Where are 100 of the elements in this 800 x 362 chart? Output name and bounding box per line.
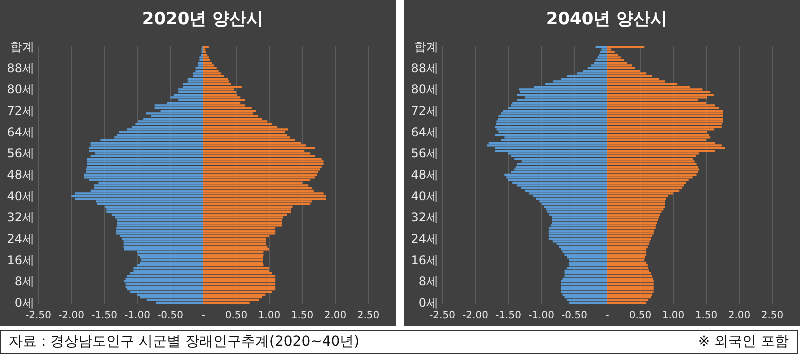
bar [519,88,607,91]
bar [127,275,203,278]
bar [203,278,276,280]
bar [600,51,607,54]
bar [607,155,696,158]
bar [548,232,607,235]
bar [607,219,658,222]
bar [203,240,266,243]
bar [174,94,203,96]
bar [607,198,666,200]
bar [495,134,607,136]
bar [126,283,203,286]
bar [607,163,697,166]
bar [607,270,650,272]
x-tick-label: -0.50 [158,310,184,322]
bar [203,211,292,214]
bar [126,286,203,288]
bar [203,174,318,176]
bar [124,246,203,248]
bar [514,168,607,171]
bar [607,147,726,150]
bar [203,230,276,232]
y-tick-label: 56세 [7,146,34,161]
bar [203,96,241,99]
bar [203,91,236,94]
bar [88,160,203,163]
bar [200,56,203,59]
bar [517,94,607,96]
bar [594,62,607,64]
bar [607,171,698,174]
bar [607,246,648,248]
bar [203,296,262,299]
bar [567,256,607,259]
x-tick-label: 0.50 [629,310,652,322]
bar [134,270,203,272]
bar [84,174,203,176]
bar [561,280,607,283]
bar [203,219,282,222]
bar [86,166,203,168]
bar [607,126,722,128]
bar [203,163,324,166]
bar [503,110,607,112]
bar [203,272,272,275]
bar [203,195,326,198]
y-tick-label: 16세 [7,253,34,268]
bar [561,291,607,294]
bar [137,264,203,267]
bar [607,206,666,208]
x-tick-label: -2.00 [462,310,488,322]
bar [607,280,654,283]
bar [94,184,203,187]
bar [607,174,697,176]
x-tick-label: 2.00 [324,310,347,322]
bar [536,198,607,200]
y-tick-label: 32세 [411,210,438,225]
bar [88,163,203,166]
x-tick-label: - [202,310,206,322]
y-tick-label: 64세 [411,125,438,140]
bar [203,232,276,235]
bar [203,184,309,187]
bar [130,272,203,275]
x-tick-label: 0.50 [225,310,248,322]
bar [203,299,260,302]
bar [607,264,648,267]
bar [564,296,607,299]
bar [203,280,276,283]
bar [569,302,607,304]
bar [170,96,203,99]
bar [203,238,266,240]
bar [607,190,680,192]
x-tick-label: 1.50 [291,310,314,322]
bar [106,211,203,214]
bar [552,216,607,219]
bar [607,275,653,278]
y-tick-label: 합계 [10,40,34,54]
bar [203,59,210,62]
bar [203,99,246,102]
bar [203,246,268,248]
bar [146,112,203,115]
y-tick-label: 56세 [411,146,438,161]
x-tick-label: 2.50 [357,310,380,322]
bar [106,208,203,211]
bar [607,224,656,227]
bar [607,283,654,286]
bar [520,91,607,94]
bar [607,211,662,214]
bar [74,192,203,195]
bar [203,115,258,118]
bar [90,155,203,158]
bar [496,128,607,131]
bar [540,200,607,203]
bar [607,262,647,264]
bar [562,278,607,280]
bar [496,123,607,126]
bar [529,192,607,195]
bar [561,288,607,291]
y-tick-label: 80세 [7,82,34,97]
bar [607,288,654,291]
bar [550,214,607,216]
bar [203,179,311,182]
